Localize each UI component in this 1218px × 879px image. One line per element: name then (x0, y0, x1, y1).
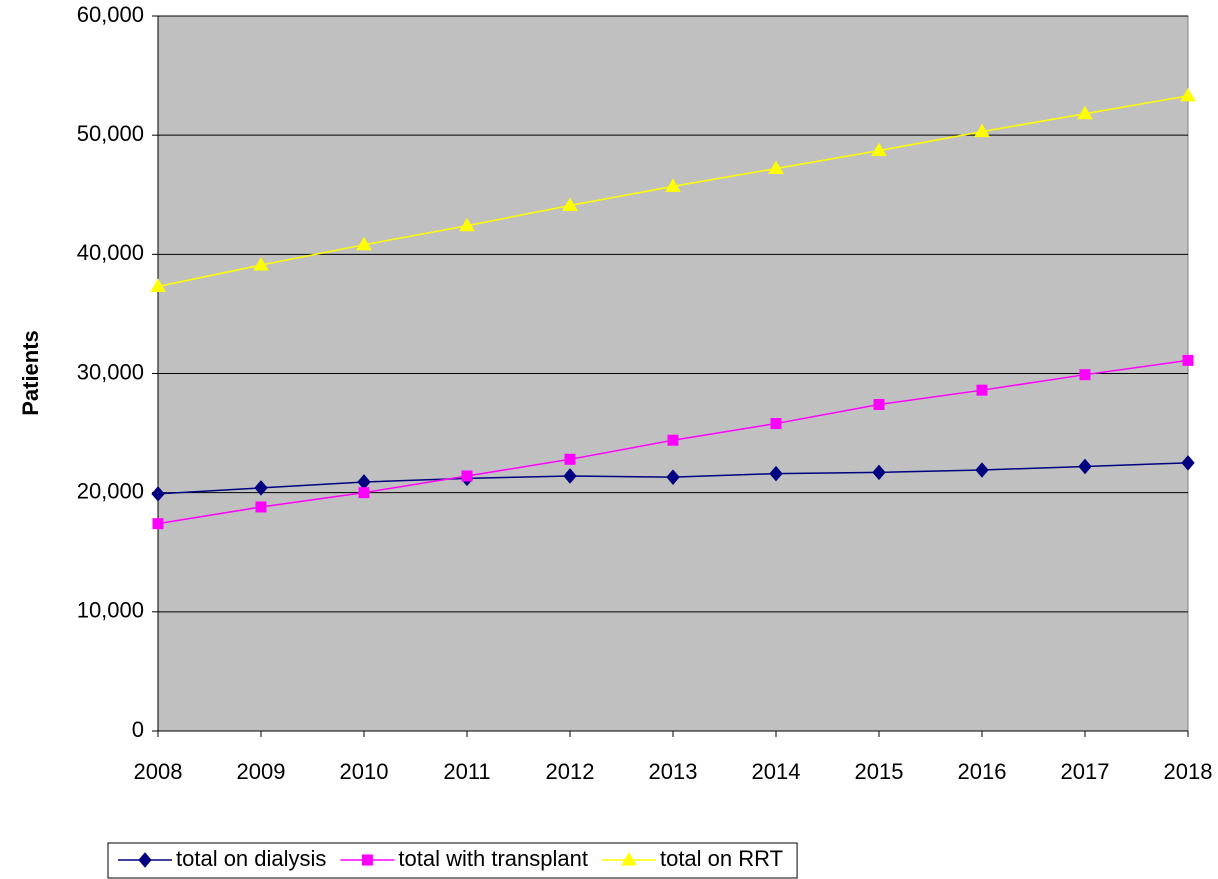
legend-label: total on dialysis (176, 846, 326, 871)
legend-label: total on RRT (660, 846, 783, 871)
x-tick-label: 2013 (649, 759, 698, 784)
marker (1079, 369, 1091, 381)
marker (1078, 458, 1092, 475)
y-axis-label: Patients (18, 330, 43, 416)
marker (974, 123, 990, 138)
y-tick-label: 0 (132, 717, 144, 742)
marker (563, 468, 577, 484)
legend-box (107, 842, 798, 879)
marker (1181, 455, 1195, 471)
x-tick-label: 2015 (855, 759, 904, 784)
x-tick-label: 2008 (134, 759, 183, 784)
x-tick-label: 2017 (1061, 759, 1110, 784)
marker (872, 464, 886, 481)
marker (150, 278, 166, 293)
marker (253, 257, 269, 271)
x-tick-label: 2018 (1164, 759, 1213, 784)
x-tick-label: 2014 (752, 759, 801, 784)
marker (666, 469, 680, 485)
marker (255, 501, 267, 513)
marker (254, 480, 268, 496)
marker (621, 852, 637, 866)
marker (768, 160, 784, 175)
marker (356, 236, 372, 251)
marker (976, 384, 988, 396)
y-tick-label: 40,000 (77, 240, 144, 265)
x-tick-label: 2016 (958, 759, 1007, 784)
marker (770, 418, 782, 430)
marker (564, 453, 576, 465)
legend: total on dialysis total with transplant to… (107, 842, 798, 879)
y-tick-label: 60,000 (77, 2, 144, 27)
y-tick-label: 30,000 (77, 359, 144, 384)
marker (151, 486, 165, 502)
marker (1077, 105, 1093, 120)
marker (665, 178, 681, 192)
y-tick-label: 10,000 (77, 598, 144, 623)
marker (667, 434, 679, 446)
marker (1182, 354, 1194, 366)
legend-label: total with transplant (398, 846, 588, 871)
x-tick-label: 2009 (237, 759, 286, 784)
marker (152, 518, 164, 530)
y-tick-label: 20,000 (77, 478, 144, 503)
x-tick-label: 2010 (340, 759, 389, 784)
marker (1180, 87, 1196, 102)
marker (361, 854, 373, 866)
marker (358, 487, 370, 499)
x-tick-label: 2011 (443, 759, 490, 784)
marker (461, 470, 473, 482)
y-tick-label: 50,000 (77, 121, 144, 146)
marker (873, 398, 885, 410)
x-tick-label: 2012 (546, 759, 595, 784)
marker (975, 462, 989, 478)
marker (459, 217, 475, 232)
marker (562, 197, 578, 211)
marker (871, 142, 887, 157)
marker (138, 852, 152, 868)
marker (769, 465, 783, 482)
